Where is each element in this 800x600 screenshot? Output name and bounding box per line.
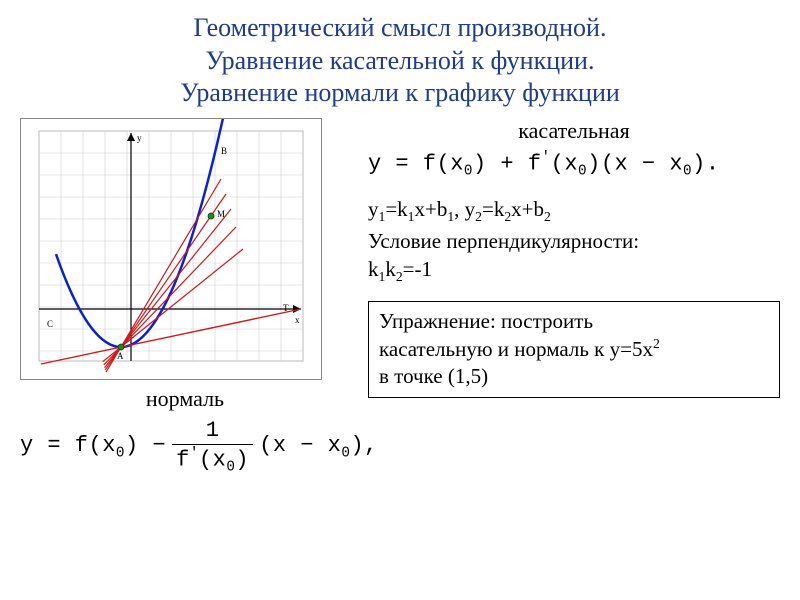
- graph-svg: y x A B C M T: [21, 119, 321, 379]
- nf-part: y = f(x0) −: [20, 433, 166, 461]
- svg-text:B: B: [221, 146, 227, 156]
- normal-label: нормаль: [20, 386, 350, 412]
- graph-panel: y x A B C M T: [20, 118, 322, 380]
- normal-formula: y = f(x0) − 1 f′(x0) (x − x0),: [20, 420, 350, 475]
- line-equations: y1=k1x+b1, y2=k2x+b2: [368, 195, 780, 227]
- exercise-line-2: касательную и нормаль к y=5x2: [379, 335, 769, 363]
- svg-text:x: x: [295, 315, 300, 325]
- exercise-line-1: Упражнение: построить: [379, 308, 769, 335]
- exercise-box: Упражнение: построить касательную и норм…: [368, 301, 780, 398]
- svg-text:C: C: [47, 319, 53, 329]
- exercise-line-3: в точке (1,5): [379, 363, 769, 390]
- nf-fraction: 1 f′(x0): [172, 420, 253, 475]
- perp-block: y1=k1x+b1, y2=k2x+b2 Условие перпендикул…: [368, 195, 780, 287]
- title-line-2: Уравнение касательной к функции.: [206, 46, 595, 75]
- content-row: y x A B C M T нормаль y = f(x0) − 1 f′(x0) (x …: [20, 118, 780, 475]
- right-column: касательная y = f(x0) + f′(x0)(x − x0). …: [350, 118, 780, 475]
- svg-text:A: A: [117, 351, 124, 361]
- left-column: y x A B C M T нормаль y = f(x0) − 1 f′(x0) (x …: [20, 118, 350, 475]
- svg-text:y: y: [137, 133, 142, 143]
- svg-text:T: T: [283, 303, 289, 313]
- perp-condition-eq: k1k2=-1: [368, 255, 780, 287]
- title-line-1: Геометрический смысл производной.: [194, 13, 607, 42]
- tangent-formula: y = f(x0) + f′(x0)(x − x0).: [368, 150, 780, 180]
- slide-title: Геометрический смысл производной. Уравне…: [20, 12, 780, 110]
- slide: Геометрический смысл производной. Уравне…: [0, 0, 800, 600]
- perp-condition-label: Условие перпендикулярности:: [368, 227, 780, 255]
- tangent-label: касательная: [368, 118, 780, 144]
- svg-text:M: M: [217, 209, 225, 219]
- title-line-3: Уравнение нормали к графику функции: [180, 78, 620, 107]
